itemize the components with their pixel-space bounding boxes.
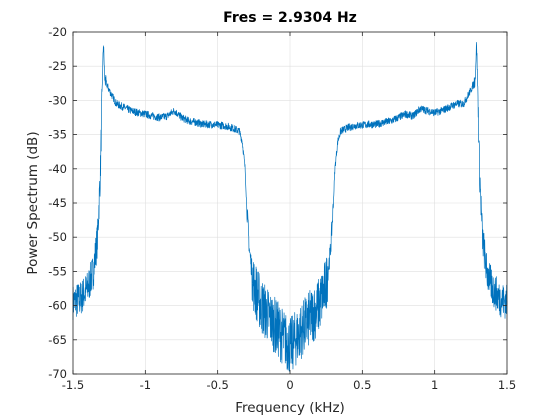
- y-tick-label: -25: [48, 59, 67, 73]
- x-tick-label: 0: [286, 378, 293, 392]
- y-tick-label: -35: [48, 128, 67, 142]
- y-tick-label: -55: [48, 264, 67, 278]
- y-tick-label: -20: [48, 25, 67, 39]
- x-tick-label: 1: [431, 378, 438, 392]
- y-tick-label: -45: [48, 196, 67, 210]
- y-tick-label: -65: [48, 333, 67, 347]
- chart-title: Fres = 2.9304 Hz: [223, 10, 357, 26]
- x-tick-label: -1: [140, 378, 151, 392]
- spectrum-line: [72, 42, 508, 372]
- y-tick-label: -30: [48, 93, 67, 107]
- x-tick-label: 1.5: [498, 378, 516, 392]
- spectrum-trace: [72, 42, 508, 372]
- x-tick-label: -0.5: [206, 378, 228, 392]
- y-tick-label: -40: [48, 162, 67, 176]
- x-axis-label: Frequency (kHz): [235, 400, 345, 416]
- x-tick-label: -1.5: [62, 378, 84, 392]
- y-tick-label: -60: [48, 299, 67, 313]
- y-tick-label: -70: [48, 367, 67, 381]
- y-axis-label: Power Spectrum (dB): [25, 131, 41, 274]
- axis-ticks: -1.5 -1 -0.5 0 0.5 1 1.5 -70 -65 -60 -55 -50 -45 -40 -…: [48, 25, 516, 392]
- y-tick-label: -50: [48, 230, 67, 244]
- x-tick-label: 0.5: [353, 378, 371, 392]
